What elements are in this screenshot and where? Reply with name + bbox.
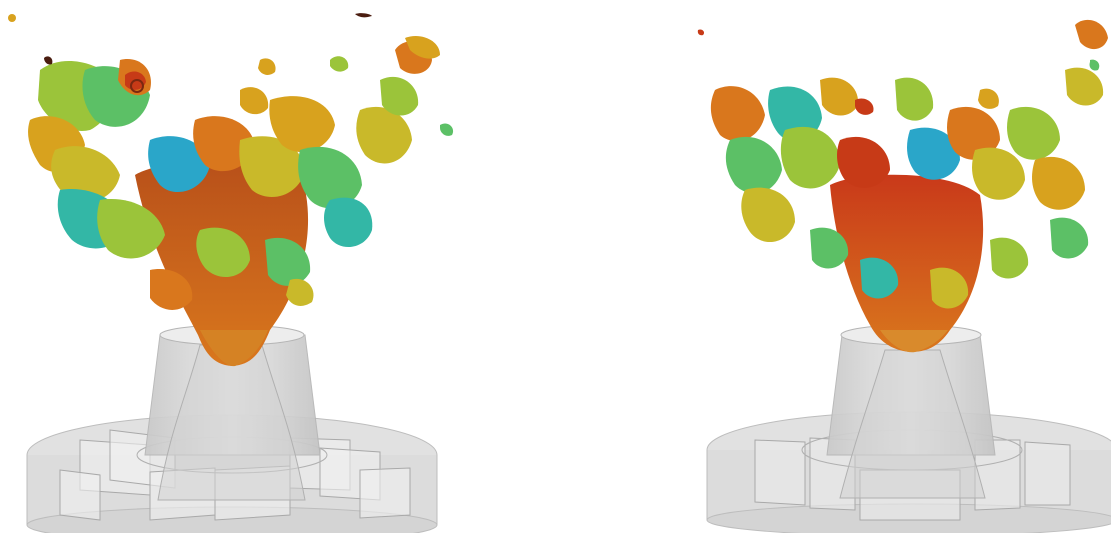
vortex-structures <box>697 19 1108 309</box>
right-render <box>697 19 1111 533</box>
left-render <box>8 13 454 533</box>
left-panel <box>0 0 470 533</box>
vortex-structures <box>8 13 454 310</box>
right-panel <box>690 0 1111 533</box>
plume-core <box>830 174 984 353</box>
